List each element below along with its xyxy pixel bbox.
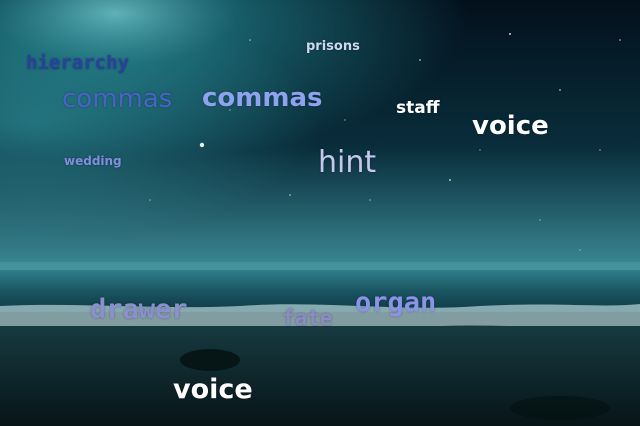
word-commas-bold: commas bbox=[202, 83, 323, 113]
aurora-glow-left bbox=[0, 0, 640, 272]
word-drawer: drawer bbox=[90, 294, 188, 325]
word-wedding: wedding bbox=[64, 154, 122, 168]
word-voice: voice bbox=[472, 111, 549, 141]
rock bbox=[180, 349, 240, 371]
word-hierarchy: hierarchy bbox=[26, 52, 129, 74]
surf-foam bbox=[0, 304, 640, 332]
word-fate: fate bbox=[282, 306, 333, 330]
rock-right bbox=[510, 396, 610, 420]
word-commas: commas bbox=[62, 84, 173, 114]
word-organ: organ bbox=[355, 287, 437, 318]
word-hint: hint bbox=[318, 145, 377, 180]
word-prisons: prisons bbox=[306, 39, 360, 54]
word-voice-bottom: voice bbox=[173, 374, 253, 405]
word-staff: staff bbox=[396, 98, 440, 118]
star-field bbox=[149, 33, 621, 251]
